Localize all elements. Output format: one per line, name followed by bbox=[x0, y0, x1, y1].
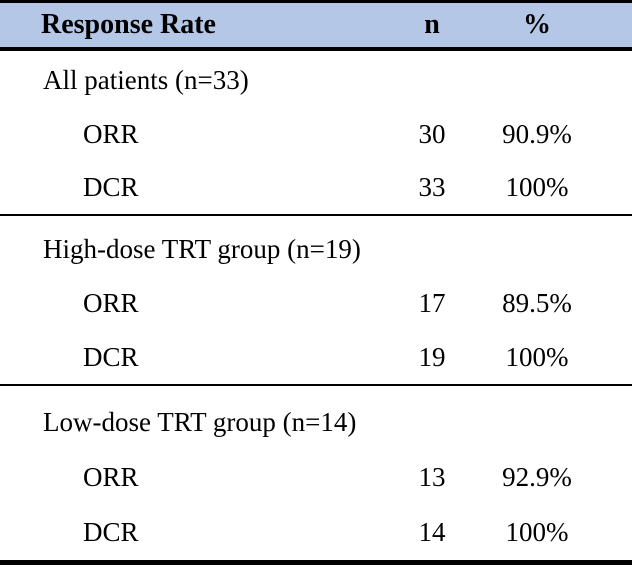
table-row: ORR 17 89.5% bbox=[0, 276, 632, 330]
header-n: n bbox=[424, 9, 440, 40]
header-response-rate: Response Rate bbox=[41, 9, 216, 40]
row-pct-value: 100% bbox=[505, 517, 569, 547]
row-pct-value: 90.9% bbox=[502, 119, 572, 149]
table-row: ORR 30 90.9% bbox=[0, 108, 632, 161]
row-pct-value: 100% bbox=[505, 341, 569, 372]
section-high-dose: High-dose TRT group (n=19) ORR 17 89.5% … bbox=[0, 216, 632, 386]
table-header-row: Response Rate n % bbox=[0, 3, 632, 51]
row-pct-value: 92.9% bbox=[502, 462, 572, 492]
row-n-value: 30 bbox=[418, 119, 446, 149]
group-label: High-dose TRT group (n=19) bbox=[43, 233, 361, 264]
header-percent: % bbox=[523, 9, 551, 40]
row-pct-value: 89.5% bbox=[502, 287, 572, 318]
row-label: DCR bbox=[83, 172, 139, 202]
table-row: DCR 19 100% bbox=[0, 330, 632, 384]
row-n-value: 14 bbox=[418, 517, 446, 547]
row-pct-value: 100% bbox=[505, 172, 569, 202]
table-row: DCR 14 100% bbox=[0, 505, 632, 560]
row-label: DCR bbox=[83, 341, 139, 372]
table-row: ORR 13 92.9% bbox=[0, 450, 632, 505]
row-n-value: 33 bbox=[418, 172, 446, 202]
group-row-low-dose: Low-dose TRT group (n=14) bbox=[0, 394, 632, 450]
row-label: DCR bbox=[83, 517, 139, 547]
group-row-all-patients: All patients (n=33) bbox=[0, 53, 632, 108]
row-label: ORR bbox=[83, 462, 139, 492]
row-label: ORR bbox=[83, 287, 139, 318]
group-label: Low-dose TRT group (n=14) bbox=[43, 406, 357, 437]
row-n-value: 19 bbox=[418, 341, 446, 372]
row-n-value: 13 bbox=[418, 462, 446, 492]
row-n-value: 17 bbox=[418, 287, 446, 318]
group-label: All patients (n=33) bbox=[43, 65, 249, 95]
section-low-dose: Low-dose TRT group (n=14) ORR 13 92.9% D… bbox=[0, 386, 632, 565]
section-all-patients: All patients (n=33) ORR 30 90.9% DCR 33 … bbox=[0, 51, 632, 216]
row-label: ORR bbox=[83, 119, 139, 149]
table-row: DCR 33 100% bbox=[0, 161, 632, 214]
group-row-high-dose: High-dose TRT group (n=19) bbox=[0, 222, 632, 276]
